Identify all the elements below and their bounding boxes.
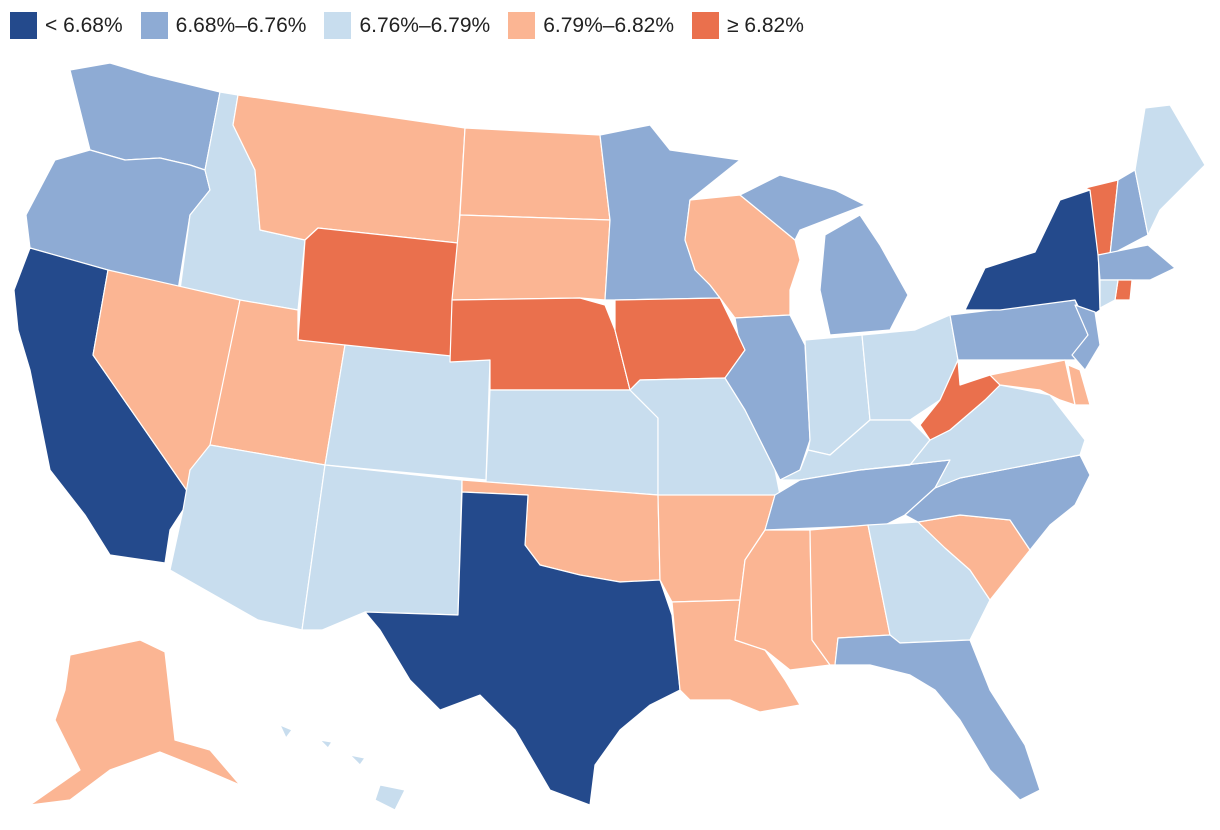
- state-KS[interactable]: [485, 389, 659, 496]
- legend-item-highest: ≥ 6.82%: [692, 12, 804, 39]
- state-SD[interactable]: [451, 214, 611, 301]
- state-MD[interactable]: [989, 359, 1076, 406]
- legend-item-high: 6.79%–6.82%: [508, 12, 674, 39]
- state-HI[interactable]: [279, 724, 406, 811]
- state-MI[interactable]: [739, 174, 909, 336]
- state-DE[interactable]: [1067, 364, 1091, 406]
- legend-label: 6.68%–6.76%: [175, 13, 307, 37]
- legend: < 6.68% 6.68%–6.76% 6.76%–6.79% 6.79%–6.…: [10, 12, 822, 39]
- legend-swatch: [508, 12, 536, 39]
- state-NY[interactable]: [964, 189, 1101, 321]
- state-ND[interactable]: [459, 127, 611, 221]
- state-MA[interactable]: [1097, 244, 1176, 281]
- state-AZ[interactable]: [169, 444, 326, 631]
- state-TX[interactable]: [364, 491, 681, 806]
- state-ME[interactable]: [1134, 104, 1206, 236]
- state-CO[interactable]: [324, 344, 491, 481]
- legend-item-low: 6.68%–6.76%: [140, 12, 307, 39]
- legend-label: 6.79%–6.82%: [543, 13, 674, 37]
- legend-item-mid: 6.76%–6.79%: [324, 12, 490, 39]
- state-NM[interactable]: [301, 464, 463, 631]
- legend-swatch: [10, 12, 37, 39]
- legend-label: 6.76%–6.79%: [359, 13, 491, 37]
- legend-swatch: [692, 12, 719, 39]
- state-CT[interactable]: [1099, 279, 1119, 309]
- state-MT[interactable]: [232, 94, 466, 244]
- legend-label: ≥ 6.82%: [727, 13, 804, 37]
- state-WV[interactable]: [919, 359, 1001, 441]
- state-IA[interactable]: [614, 297, 746, 391]
- state-NJ[interactable]: [1071, 304, 1101, 371]
- state-FL[interactable]: [834, 634, 1041, 801]
- legend-item-lowest: < 6.68%: [10, 12, 123, 39]
- state-AK[interactable]: [29, 639, 241, 806]
- legend-swatch: [140, 12, 168, 39]
- legend-label: < 6.68%: [45, 13, 123, 37]
- state-WY[interactable]: [297, 227, 459, 363]
- legend-swatch: [324, 12, 352, 39]
